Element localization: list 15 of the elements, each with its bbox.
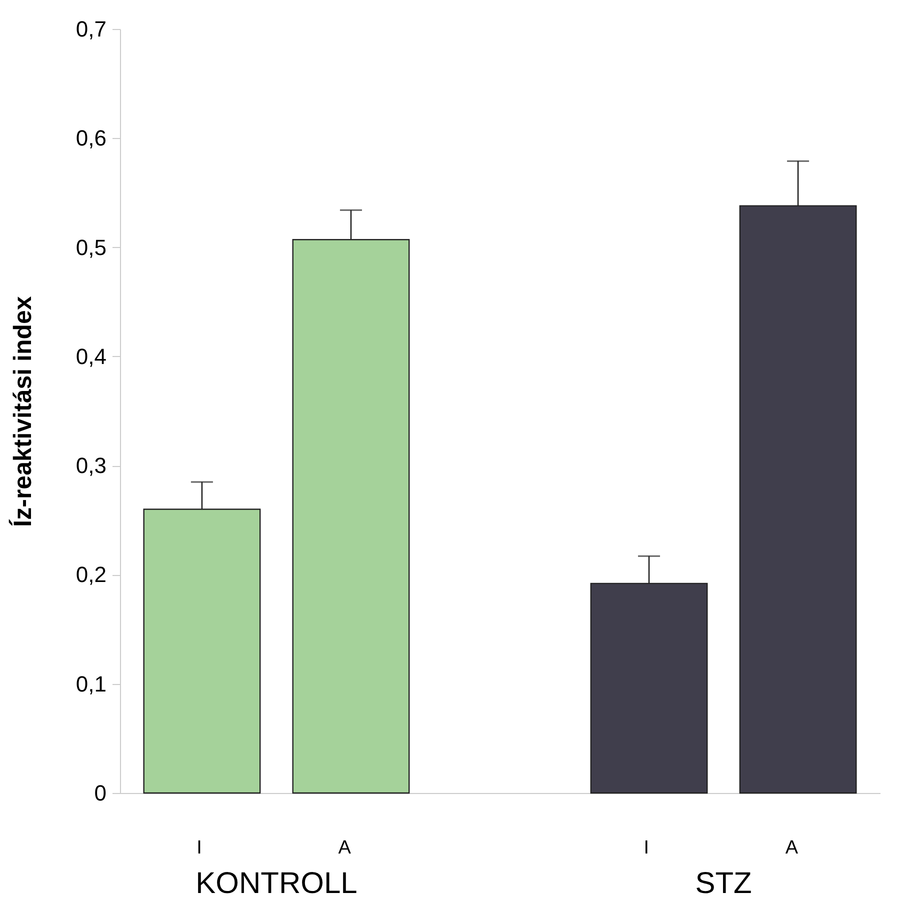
x-tick-label: A [338, 838, 352, 858]
y-tick-label: 0,5 [76, 234, 106, 260]
y-tick-label: 0,6 [76, 126, 106, 151]
text: KONTROLL [196, 867, 358, 900]
y-axis-title: Íz-reaktivitási index [8, 296, 37, 527]
y-tick-label: 0,4 [76, 344, 106, 369]
x-tick-label: I [644, 838, 650, 858]
x-tick-label: A [785, 838, 798, 858]
x-tick-label: I [196, 838, 202, 858]
y-tick-label: 0 [94, 780, 106, 806]
text: STZ [695, 867, 752, 900]
y-tick-label: 0,2 [76, 562, 106, 588]
y-tick-label: 0,1 [76, 671, 106, 696]
y-tick-label: 0,3 [76, 453, 106, 478]
y-tick-label: 0,7 [76, 16, 106, 42]
